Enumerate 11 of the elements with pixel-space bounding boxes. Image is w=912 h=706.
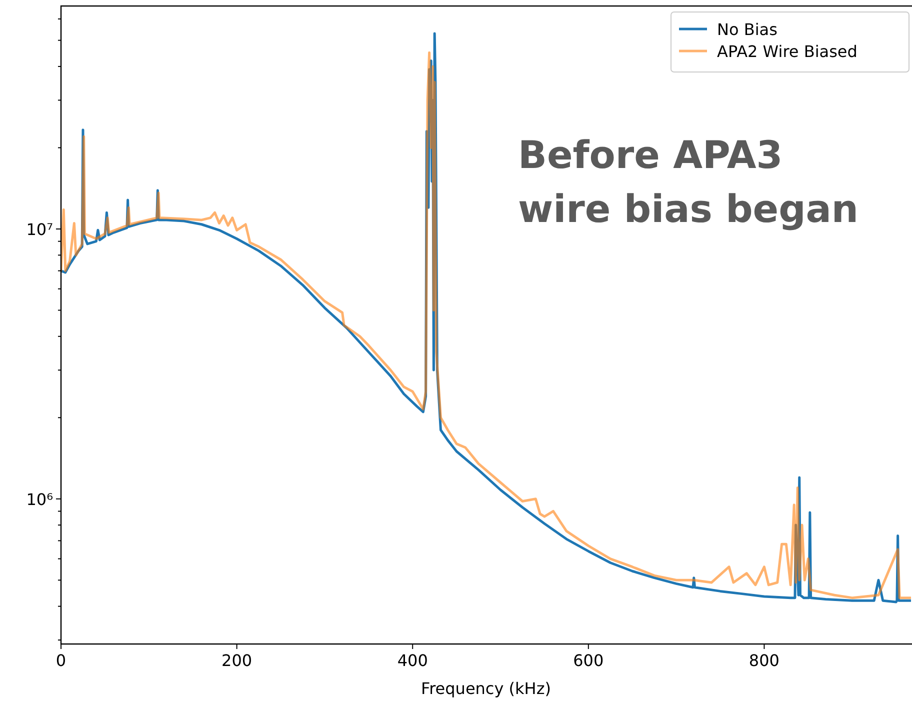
x-tick-label: 600: [573, 651, 604, 670]
x-tick-label: 0: [56, 651, 66, 670]
annotation: Before APA3 wire bias began: [518, 133, 858, 231]
legend-label: APA2 Wire Biased: [717, 42, 858, 61]
x-tick-label: 400: [397, 651, 428, 670]
y-tick-label: 10⁷: [26, 220, 53, 239]
x-tick-label: 200: [222, 651, 252, 670]
x-tick-label: 800: [748, 651, 780, 670]
y-tick-label: 10⁶: [26, 490, 53, 509]
x-axis-title: Frequency (kHz): [421, 679, 551, 698]
legend-label: No Bias: [717, 20, 778, 39]
